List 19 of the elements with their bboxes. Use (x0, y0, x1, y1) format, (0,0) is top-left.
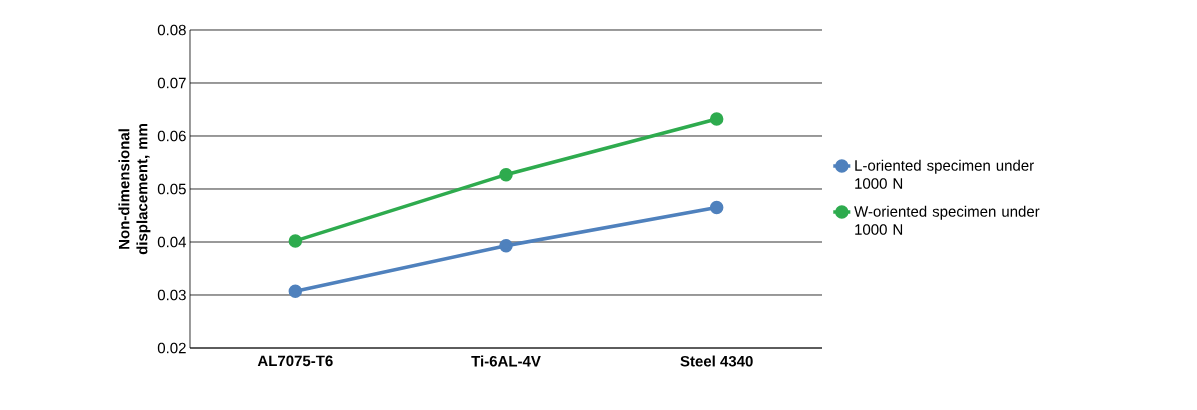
x-tick-label: AL7075-T6 (257, 355, 333, 367)
y-tick-label: 0.03 (157, 289, 186, 301)
y-tick-label: 0.08 (157, 24, 186, 36)
y-tick-label: 0.06 (157, 130, 186, 142)
y-tick-label: 0.05 (157, 183, 186, 195)
point (288, 284, 303, 299)
legend-label: W-oriented specimen under 1000 N (854, 205, 1040, 235)
y-tick-label: 0.04 (157, 236, 187, 248)
legend-label: L-oriented specimen under 1000 N (855, 159, 1034, 189)
x-tick-label: Ti-6AL-4V (471, 355, 541, 367)
y-tick-label: 0.07 (157, 77, 186, 89)
point (499, 167, 513, 182)
x-tick-label: Steel 4340 (680, 355, 753, 367)
point (709, 200, 724, 215)
point (288, 234, 303, 248)
point (709, 112, 724, 126)
y-axis-title: Non-dimensional displacement, mm (118, 124, 151, 255)
y-tick-label: 0.02 (157, 342, 186, 354)
point (499, 238, 513, 253)
